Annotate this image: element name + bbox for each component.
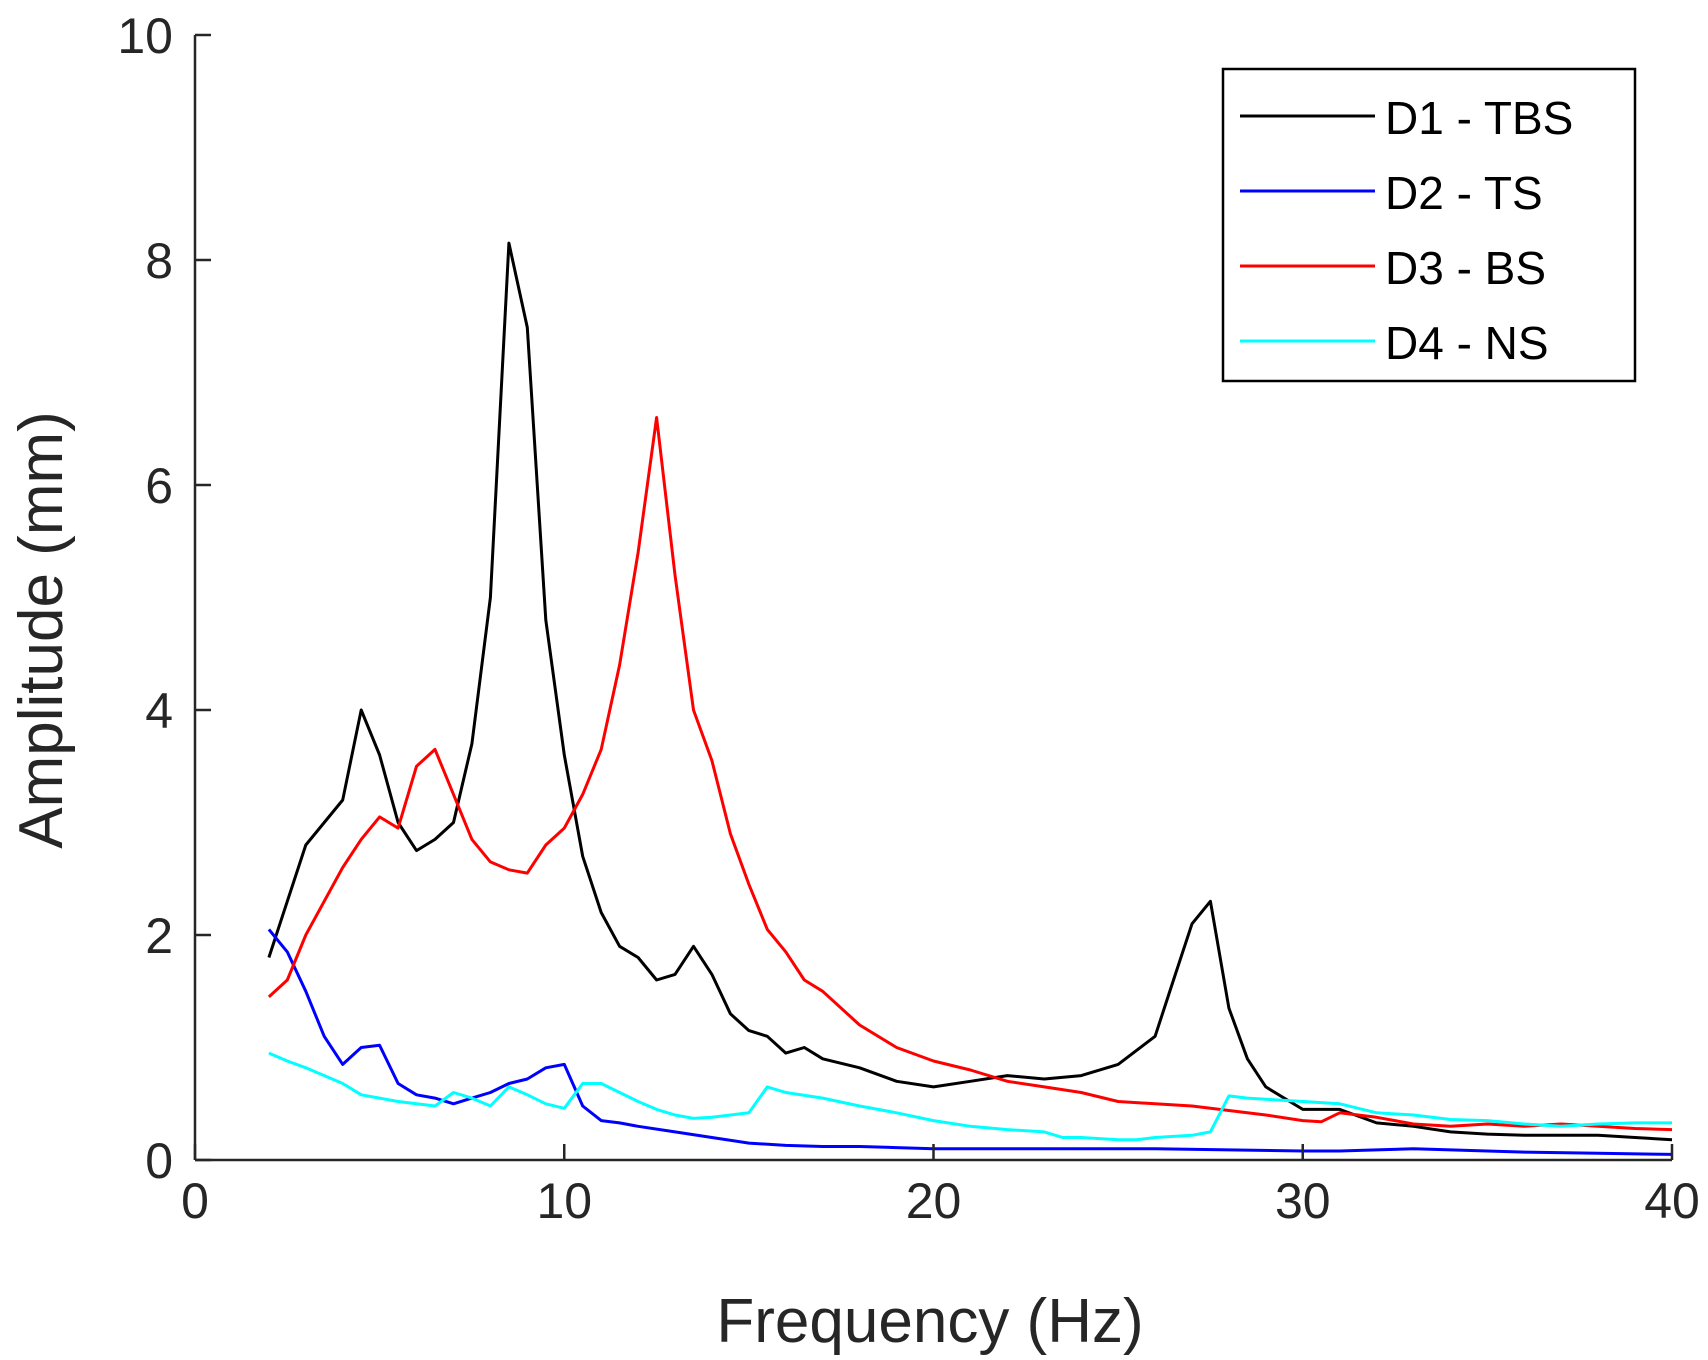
x-tick-label: 40 — [1644, 1173, 1700, 1229]
y-tick-label: 4 — [145, 683, 173, 739]
y-tick-label: 2 — [145, 908, 173, 964]
series-line-4 — [268, 1051, 1672, 1142]
x-tick-label: 0 — [181, 1173, 209, 1229]
legend-label-2: D2 - TS — [1385, 167, 1543, 219]
legend-label-3: D3 - BS — [1385, 242, 1546, 294]
x-axis-label: Frequency (Hz) — [716, 1287, 1143, 1356]
legend-label-1: D1 - TBS — [1385, 92, 1573, 144]
x-tick-label: 20 — [906, 1173, 962, 1229]
series-layer — [267, 241, 1673, 1156]
legend-label-4: D4 - NS — [1385, 317, 1549, 369]
x-tick-label: 30 — [1275, 1173, 1331, 1229]
y-axis-label: Amplitude (mm) — [7, 411, 76, 849]
x-tick-label: 10 — [536, 1173, 592, 1229]
series-line-3 — [267, 416, 1673, 1132]
y-tick-label: 6 — [145, 458, 173, 514]
legend-box — [1221, 67, 1637, 383]
y-tick-label: 10 — [117, 8, 173, 64]
y-tick-label: 0 — [145, 1133, 173, 1189]
legend: D1 - TBS D2 - TS D3 - BS D4 - NS — [1221, 67, 1637, 383]
legend-items: D1 - TBS D2 - TS D3 - BS D4 - NS — [1240, 92, 1573, 369]
series-line-1 — [267, 241, 1673, 1142]
ticks-layer: 0 10 20 30 40 0 2 4 6 8 10 — [117, 8, 1699, 1229]
y-tick-label: 8 — [145, 233, 173, 289]
series-line-2 — [267, 928, 1673, 1156]
